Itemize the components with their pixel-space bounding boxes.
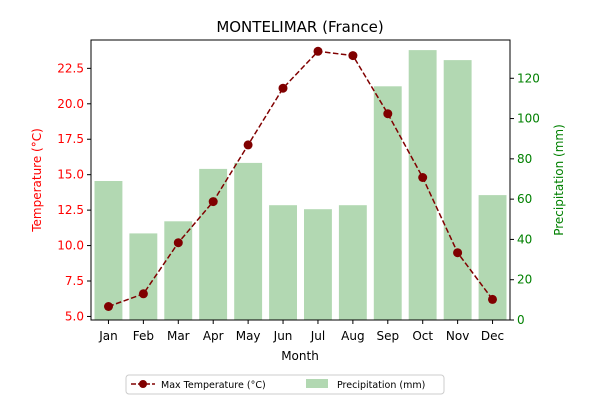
x-tick-label-oct: Oct — [412, 329, 433, 343]
x-tick-label-feb: Feb — [133, 329, 154, 343]
x-axis: Jan Feb Mar Apr May Jun Jul Aug Sep Oct Nov Dec — [98, 320, 504, 343]
right-y-tick-label: 20 — [517, 273, 532, 287]
right-y-tick-label: 100 — [517, 112, 540, 126]
left-y-tick-label: 20.0 — [57, 97, 84, 111]
x-tick-label-nov: Nov — [446, 329, 469, 343]
legend-bar-swatch — [306, 379, 328, 388]
precipitation-bar-nov — [443, 60, 472, 320]
precipitation-bar-sep — [373, 86, 402, 320]
x-tick-label-jul: Jul — [310, 329, 325, 343]
left-y-tick-label: 17.5 — [57, 132, 84, 146]
left-y-tick-label: 5.0 — [65, 309, 84, 323]
temperature-point-apr — [208, 197, 218, 207]
x-axis-label: Month — [281, 349, 319, 363]
right-y-tick-label: 60 — [517, 192, 532, 206]
x-tick-label-jun: Jun — [273, 329, 293, 343]
left-y-tick-label: 15.0 — [57, 168, 84, 182]
precipitation-bar-oct — [408, 50, 437, 320]
legend-box — [125, 374, 445, 395]
precipitation-bar-apr — [199, 168, 228, 320]
left-y-tick-label: 10.0 — [57, 239, 84, 253]
temperature-point-sep — [383, 109, 393, 119]
right-y-axis: 0 20 40 60 80 100 120 — [510, 71, 540, 327]
plot-frame — [90, 39, 511, 321]
x-tick-label-mar: Mar — [167, 329, 190, 343]
right-y-tick-label: 40 — [517, 232, 532, 246]
legend-label-precipitation: Precipitation (mm) — [337, 380, 425, 391]
precipitation-bar-may — [234, 162, 263, 320]
precipitation-bar-mar — [164, 221, 193, 320]
x-tick-label-aug: Aug — [341, 329, 364, 343]
left-y-axis: 5.0 7.5 10.0 12.5 15.0 17.5 20.0 22.5 — [57, 61, 91, 323]
x-tick-label-sep: Sep — [376, 329, 399, 343]
right-y-tick-label: 80 — [517, 152, 532, 166]
temperature-point-dec — [488, 294, 497, 304]
precipitation-bar-feb — [129, 233, 158, 320]
left-y-tick-label: 7.5 — [65, 274, 84, 288]
temperature-point-feb — [138, 289, 148, 299]
x-tick-label-jan: Jan — [98, 329, 118, 343]
right-y-tick-label: 0 — [517, 313, 525, 327]
precipitation-bar-aug — [338, 205, 367, 320]
right-y-axis-label: Precipitation (mm) — [552, 124, 566, 236]
legend-label-temperature: Max Temperature (°C) — [161, 380, 266, 391]
temperature-point-aug — [348, 51, 358, 61]
precipitation-bar-jul — [304, 209, 332, 320]
temperature-point-jun — [278, 83, 288, 93]
legend-marker-swatch — [139, 380, 147, 388]
legend: Max Temperature (°C) Precipitation (mm) — [125, 374, 445, 395]
temperature-point-jan — [104, 302, 113, 311]
chart-title: MONTELIMAR (France) — [216, 18, 383, 36]
right-y-tick-label: 120 — [517, 71, 540, 85]
left-y-axis-label: Temperature (°C) — [30, 128, 44, 233]
precipitation-bar-jun — [269, 205, 297, 320]
x-tick-label-may: May — [236, 329, 261, 343]
temperature-line — [104, 46, 497, 311]
temperature-point-mar — [173, 238, 183, 248]
precipitation-bars — [94, 50, 507, 320]
left-y-tick-label: 22.5 — [57, 61, 84, 75]
left-y-tick-label: 12.5 — [57, 203, 84, 217]
temperature-point-nov — [453, 248, 463, 258]
x-tick-label-apr: Apr — [203, 329, 224, 343]
temperature-point-may — [243, 140, 253, 150]
temperature-point-jul — [313, 46, 323, 56]
temperature-point-oct — [418, 173, 428, 182]
precipitation-bar-jan — [94, 181, 123, 320]
x-tick-label-dec: Dec — [481, 329, 504, 343]
temperature-series-line — [108, 50, 494, 308]
